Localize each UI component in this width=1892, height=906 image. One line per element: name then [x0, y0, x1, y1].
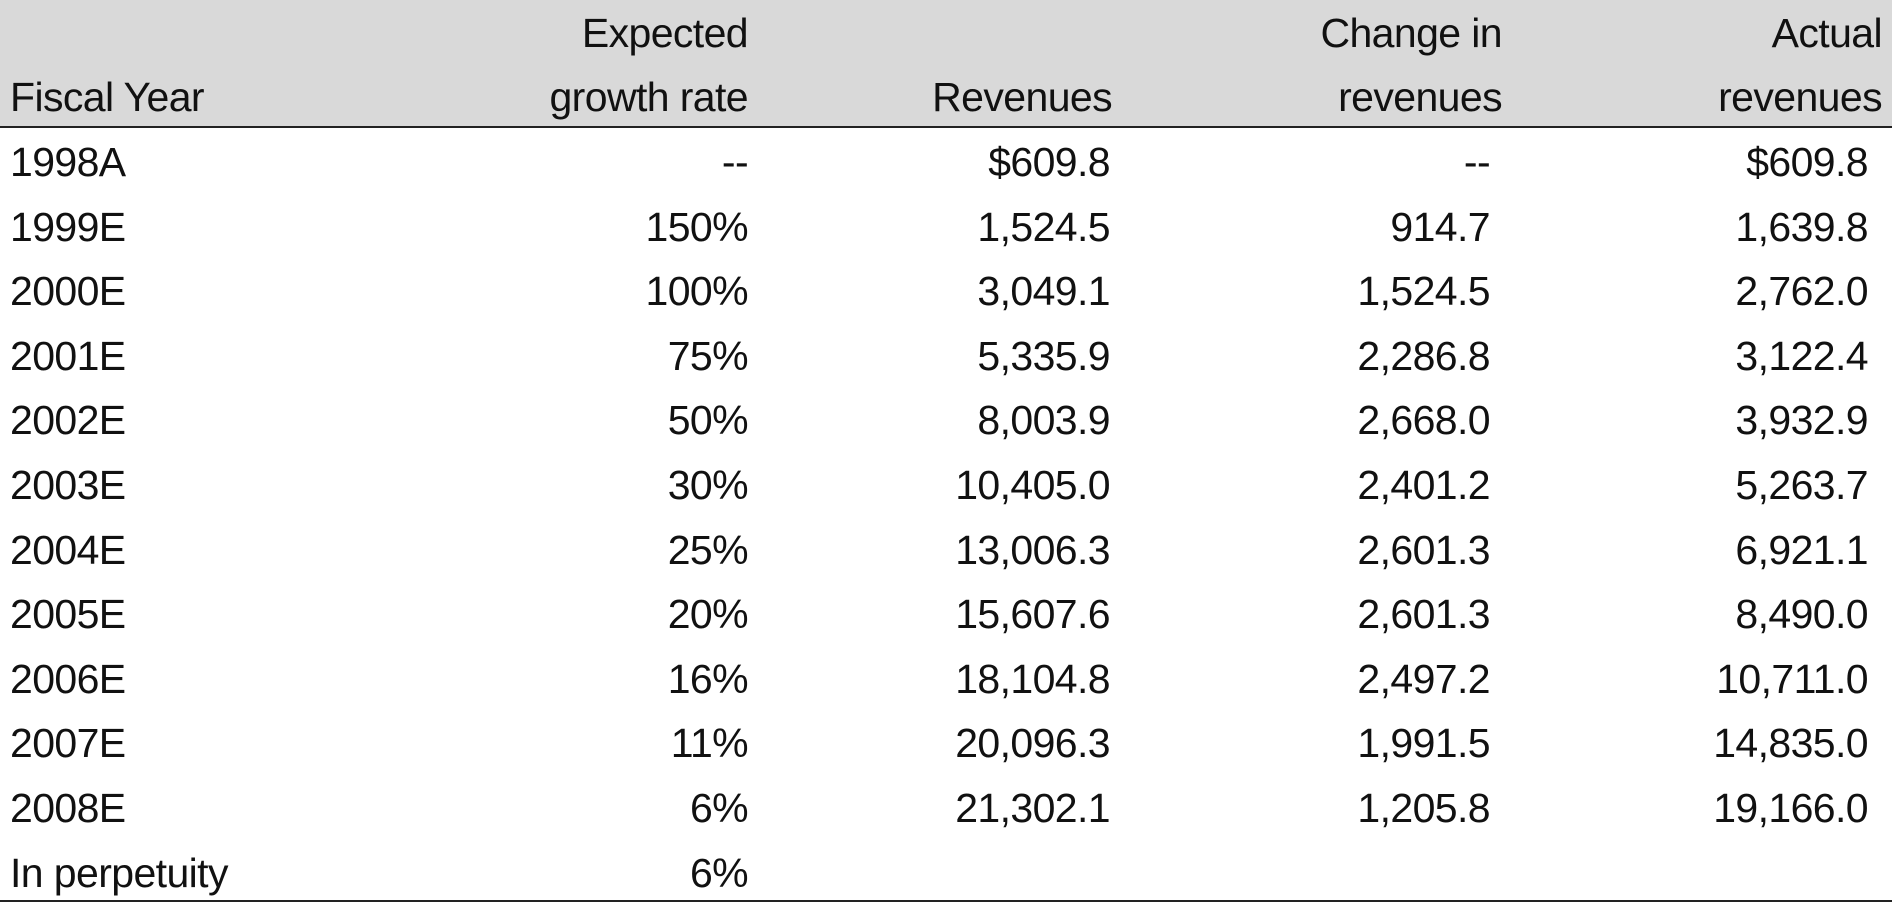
cell-fiscal-year: 2005E: [10, 591, 126, 638]
cell-actual-revenues: 10,711.0: [1716, 655, 1868, 702]
cell-change-in-revenues: 2,668.0: [1357, 397, 1490, 444]
cell-actual-revenues: 6,921.1: [1735, 526, 1868, 573]
cell-fiscal-year: 2003E: [10, 461, 126, 508]
cell-growth-rate: 6%: [689, 849, 748, 896]
cell-actual-revenues: 1,639.8: [1735, 203, 1868, 250]
cell-actual-revenues: 5,263.7: [1735, 461, 1868, 508]
cell-change-in-revenues: 914.7: [1390, 203, 1490, 250]
cell-fiscal-year: 2006E: [10, 655, 126, 702]
header-actual-line2: revenues: [1718, 74, 1882, 120]
table-row: 2007E 11% 20,096.3 1,991.5 14,835.0: [0, 712, 1892, 777]
cell-actual-revenues: 2,762.0: [1735, 268, 1868, 315]
table-row: 2000E 100% 3,049.1 1,524.5 2,762.0: [0, 260, 1892, 325]
header-change-line2: revenues: [1338, 74, 1502, 120]
cell-change-in-revenues: --: [1463, 139, 1490, 185]
cell-growth-rate: 30%: [667, 461, 748, 508]
cell-growth-rate: 20%: [667, 591, 748, 638]
cell-change-in-revenues: 2,601.3: [1357, 591, 1490, 638]
cell-growth-rate: 11%: [670, 720, 748, 767]
cell-fiscal-year: 1998A: [10, 139, 126, 185]
cell-change-in-revenues: 1,205.8: [1357, 784, 1490, 831]
header-revenues-line2: Revenues: [932, 74, 1112, 120]
table-row: 2003E 30% 10,405.0 2,401.2 5,263.7: [0, 454, 1892, 519]
cell-revenues: 21,302.1: [955, 784, 1110, 831]
table-row: 2008E 6% 21,302.1 1,205.8 19,166.0: [0, 777, 1892, 842]
table-row: 1999E 150% 1,524.5 914.7 1,639.8: [0, 196, 1892, 261]
table-row: In perpetuity 6%: [0, 842, 1892, 906]
cell-fiscal-year: 2002E: [10, 397, 126, 444]
cell-revenues: $609.8: [988, 139, 1110, 185]
cell-growth-rate: 25%: [667, 526, 748, 573]
cell-actual-revenues: 8,490.0: [1735, 591, 1868, 638]
cell-fiscal-year: 2000E: [10, 268, 126, 315]
bottom-rule: [0, 900, 1892, 902]
cell-revenues: 10,405.0: [955, 461, 1110, 508]
table-row: 2001E 75% 5,335.9 2,286.8 3,122.4: [0, 325, 1892, 390]
cell-actual-revenues: 3,122.4: [1735, 332, 1868, 379]
cell-revenues: 20,096.3: [955, 720, 1110, 767]
cell-growth-rate: 16%: [667, 655, 748, 702]
cell-growth-rate: --: [721, 139, 748, 185]
table-row: 2002E 50% 8,003.9 2,668.0 3,932.9: [0, 389, 1892, 454]
cell-revenues: 8,003.9: [977, 397, 1110, 444]
cell-fiscal-year: 2004E: [10, 526, 126, 573]
cell-revenues: 5,335.9: [977, 332, 1110, 379]
cell-actual-revenues: $609.8: [1746, 139, 1868, 185]
cell-revenues: 3,049.1: [977, 268, 1110, 315]
table-body: 1998A -- $609.8 -- $609.8 1999E 150% 1,5…: [0, 131, 1892, 906]
cell-growth-rate: 50%: [667, 397, 748, 444]
header-growth-line1: Expected: [581, 10, 748, 56]
cell-revenues: 13,006.3: [955, 526, 1110, 573]
table-row: 2005E 20% 15,607.6 2,601.3 8,490.0: [0, 583, 1892, 648]
cell-fiscal-year: 2001E: [10, 332, 126, 379]
cell-revenues: 18,104.8: [955, 655, 1110, 702]
cell-fiscal-year: In perpetuity: [10, 849, 228, 896]
cell-change-in-revenues: 1,991.5: [1357, 720, 1490, 767]
header-growth-line2: growth rate: [549, 74, 748, 120]
cell-change-in-revenues: 2,601.3: [1357, 526, 1490, 573]
cell-fiscal-year: 1999E: [10, 203, 126, 250]
table-header: Expected Change in Actual Fiscal Year gr…: [0, 0, 1892, 128]
cell-actual-revenues: 19,166.0: [1713, 784, 1868, 831]
table-row: 2006E 16% 18,104.8 2,497.2 10,711.0: [0, 648, 1892, 713]
header-actual-line1: Actual: [1771, 10, 1882, 56]
table-row: 2004E 25% 13,006.3 2,601.3 6,921.1: [0, 519, 1892, 584]
cell-change-in-revenues: 2,286.8: [1357, 332, 1490, 379]
cell-change-in-revenues: 2,497.2: [1357, 655, 1490, 702]
header-change-line1: Change in: [1320, 10, 1502, 56]
cell-actual-revenues: 3,932.9: [1735, 397, 1868, 444]
cell-growth-rate: 150%: [645, 203, 748, 250]
cell-actual-revenues: 14,835.0: [1713, 720, 1868, 767]
table-row: 1998A -- $609.8 -- $609.8: [0, 131, 1892, 196]
cell-fiscal-year: 2007E: [10, 720, 126, 767]
cell-change-in-revenues: 2,401.2: [1357, 461, 1490, 508]
header-fiscal-year-line2: Fiscal Year: [10, 74, 205, 120]
cell-revenues: 15,607.6: [955, 591, 1110, 638]
cell-growth-rate: 75%: [667, 332, 748, 379]
cell-change-in-revenues: 1,524.5: [1357, 268, 1490, 315]
cell-growth-rate: 100%: [645, 268, 748, 315]
cell-growth-rate: 6%: [689, 784, 748, 831]
cell-revenues: 1,524.5: [977, 203, 1110, 250]
cell-fiscal-year: 2008E: [10, 784, 126, 831]
